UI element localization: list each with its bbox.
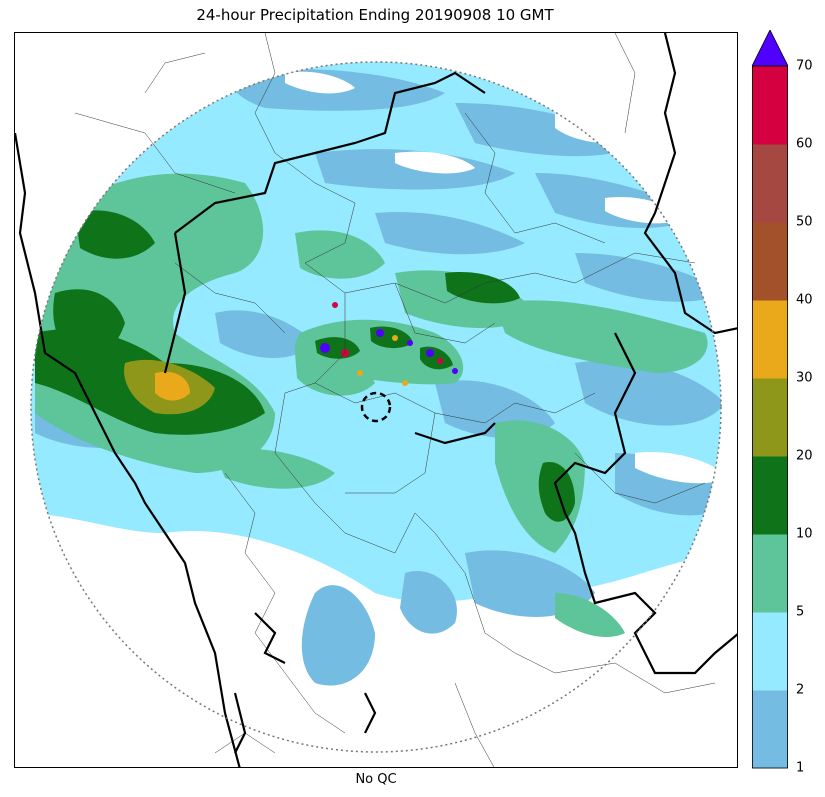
colorbar-extend-triangle: [752, 30, 788, 67]
colorbar-bin-50-60: [752, 144, 788, 223]
colorbar-bin-10-20: [752, 456, 788, 535]
colorbar-bin-30-40: [752, 300, 788, 379]
radar-site-marker: [360, 391, 392, 423]
radar-map: [14, 32, 738, 768]
colorbar-tick-label: 2: [796, 682, 805, 698]
colorbar-frame: [752, 65, 788, 769]
colorbar-bin-5-10: [752, 534, 788, 613]
convective-cells: [295, 302, 464, 386]
colorbar-tick-label: 70: [796, 58, 813, 74]
colorbar-tick-label: 10: [796, 526, 813, 542]
precipitation-field: [31, 62, 721, 752]
colorbar-bin-60-70: [752, 66, 788, 145]
chart-title: 24-hour Precipitation Ending 20190908 10…: [196, 6, 554, 24]
colorbar: [752, 30, 788, 769]
radar-range-ring: [30, 61, 722, 753]
colorbar-bin-1-2: [752, 690, 788, 769]
colorbar-bin-2-5: [752, 612, 788, 691]
colorbar-bin-20-30: [752, 378, 788, 457]
state-boundaries: [15, 33, 737, 767]
colorbar-tick-label: 60: [796, 136, 813, 152]
colorbar-tick-label: 1: [796, 760, 805, 776]
colorbar-tick-label: 20: [796, 448, 813, 464]
colorbar-tick-label: 5: [796, 604, 805, 620]
colorbar-bin-40-50: [752, 222, 788, 301]
colorbar-tick-label: 50: [796, 214, 813, 230]
district-boundaries: [74, 33, 716, 767]
colorbar-tick-label: 40: [796, 292, 813, 308]
qc-status-label: No QC: [355, 772, 397, 787]
colorbar-tick-label: 30: [796, 370, 813, 386]
